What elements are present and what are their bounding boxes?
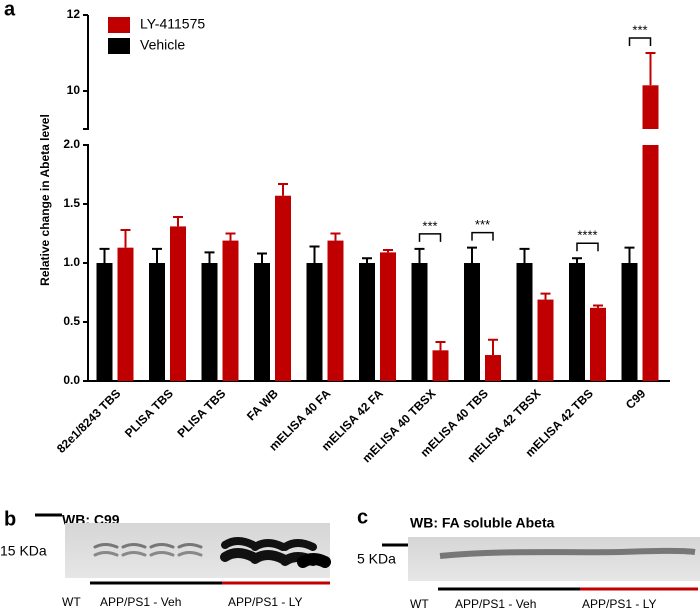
error-bar [99,247,110,263]
error-bar [120,228,131,248]
bar [516,263,533,381]
lane-label: APP/PS1 - Veh [455,597,536,611]
bar [464,263,480,381]
bar [117,247,134,381]
y-tick-label: 0.5 [63,314,80,328]
lane-label: APP/PS1 - Veh [100,595,181,609]
error-bar [225,232,236,241]
panel-label: a [4,0,16,20]
error-bar [330,232,341,241]
lane-label: APP/PS1 - LY [582,597,656,611]
error-bar [435,341,446,351]
bar [254,263,270,381]
significance-label: *** [475,217,490,232]
error-bar [204,251,215,263]
significance-label: **** [577,228,597,243]
error-bar [593,304,603,308]
bar [327,240,344,381]
bar [201,263,218,381]
lane-label: WT [410,597,429,611]
bar [306,263,323,381]
error-bar [257,252,267,263]
significance-bracket [471,231,494,241]
bar [642,85,659,129]
bar [275,195,291,381]
error-bar [572,257,582,263]
bar [621,263,638,381]
bar [411,263,428,381]
bar [590,307,606,381]
marker-label: 5 KDa [357,551,396,567]
bar [222,240,239,381]
error-bar [519,247,530,263]
error-bar [173,215,183,227]
y-tick-label: 1.5 [63,196,80,210]
y-tick-label: 0.0 [63,373,80,387]
blot-bands [439,547,696,559]
bar [642,145,659,381]
marker-label: 15 KDa [0,543,47,559]
error-bar [414,247,425,263]
legend-label: LY-411575 [140,16,205,32]
y-tick-label: 1.0 [63,255,80,269]
blot-image [408,537,700,581]
bar [432,350,449,381]
lane-label: APP/PS1 - LY [228,595,302,609]
significance-bracket [576,242,599,252]
panel-label: c [357,506,368,528]
significance-label: *** [632,22,647,37]
y-tick-label: 10 [67,83,81,97]
bar [537,299,554,381]
error-bar [488,338,498,356]
error-bar [383,249,393,253]
x-tick-label: PLISA TBS [174,386,228,440]
lane-label: WT [62,595,81,609]
bar [170,226,186,381]
error-bar [645,52,656,86]
bar [569,263,585,381]
x-tick-label: FA WB [244,386,281,423]
significance-bracket [628,37,652,46]
legend-swatch [108,17,130,33]
bar [96,263,113,381]
bar [149,263,165,381]
legend-label: Vehicle [140,37,185,53]
error-bar [540,292,551,300]
bar [485,355,501,381]
panel-label: b [4,508,16,530]
x-tick-label: PLISA TBS [122,386,176,440]
error-bar [362,257,372,263]
error-bar [152,247,162,263]
x-tick-label: C99 [623,386,649,412]
y-tick-label: 12 [67,7,81,21]
legend-swatch [108,38,130,54]
y-axis-label: Relative change in Abeta level [38,114,52,286]
blot-bands [93,537,331,568]
bar [359,263,375,381]
error-bar [278,182,288,196]
error-bar [467,246,477,263]
blot-image [65,523,330,578]
error-bar [624,246,635,263]
bar [380,252,396,381]
blot-title: WB: FA soluble Abeta [410,515,555,531]
significance-label: *** [422,218,437,233]
x-tick-label: 82e1/8243 TBS [54,386,123,455]
error-bar [309,245,320,263]
significance-bracket [418,233,442,242]
y-tick-label: 2.0 [63,137,80,151]
